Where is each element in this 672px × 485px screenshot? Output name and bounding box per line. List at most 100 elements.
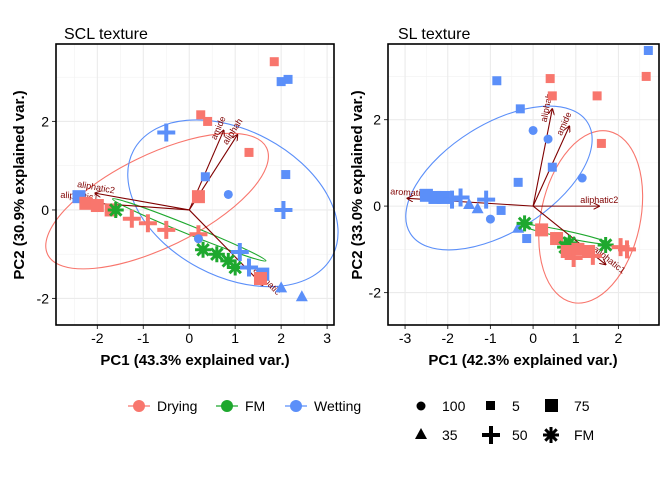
- panel-title-scl: SCL texture: [64, 26, 148, 43]
- legend-label-shape-fm: FM: [574, 427, 594, 443]
- x-tick-label: 1: [572, 330, 580, 346]
- legend-label-fm: FM: [245, 398, 265, 414]
- data-point: [220, 252, 237, 269]
- circle-icon: [416, 401, 426, 411]
- data-point: [512, 221, 525, 233]
- legend-group-fm: FM: [216, 398, 265, 414]
- points-scl: [72, 57, 308, 302]
- points-sl: [419, 45, 653, 267]
- legend-label-shape-50: 50: [512, 427, 528, 443]
- data-point: [597, 237, 614, 254]
- data-point: [477, 190, 496, 209]
- x-tick-label: -1: [137, 330, 150, 346]
- data-point: [276, 77, 286, 87]
- asterisk-icon: [543, 427, 559, 443]
- data-point: [79, 196, 93, 210]
- data-point: [283, 74, 293, 84]
- y-tick-label: -2: [369, 285, 382, 301]
- ticks-sl: -3 -2 -1 0 1 2 -2 0 2: [369, 112, 623, 346]
- data-point: [592, 91, 602, 101]
- y-tick-label: 2: [373, 112, 381, 128]
- ellipse-fm: [112, 198, 267, 262]
- data-point: [516, 215, 533, 232]
- data-point: [200, 172, 210, 182]
- legend-key-fm: [221, 400, 233, 412]
- data-point: [583, 246, 602, 265]
- legend-label-shape-75: 75: [574, 398, 590, 414]
- data-point: [641, 71, 651, 81]
- legend-label-shape-5: 5: [512, 398, 520, 414]
- data-point: [295, 290, 308, 302]
- data-point: [564, 248, 583, 267]
- loading-arrow-label: aliphatic2: [580, 195, 618, 205]
- legend-shape-5: 5: [486, 398, 520, 414]
- data-point: [138, 214, 157, 233]
- plot-background: [56, 44, 334, 325]
- y-tick-label: 0: [373, 198, 381, 214]
- triangle-icon: [415, 428, 427, 439]
- x-axis-title-scl: PC1 (43.3% explained var.): [100, 352, 289, 369]
- data-point: [561, 234, 578, 251]
- x-tick-label: -1: [484, 330, 497, 346]
- data-point: [436, 190, 450, 204]
- x-tick-label: -3: [399, 330, 412, 346]
- x-axis-title-sl: PC1 (42.3% explained var.): [428, 352, 617, 369]
- small-square-icon: [486, 401, 495, 410]
- panel-title-sl: SL texture: [398, 26, 470, 43]
- plot-background: [388, 44, 659, 325]
- legend-label-shape-100: 100: [442, 398, 466, 414]
- x-tick-label: -2: [91, 330, 104, 346]
- legend-key-wetting: [290, 400, 302, 412]
- x-tick-label: 1: [231, 330, 239, 346]
- legend-label-wetting: Wetting: [314, 398, 361, 414]
- data-point: [543, 134, 553, 144]
- data-point: [643, 45, 653, 55]
- data-point: [471, 202, 484, 214]
- y-axis-title-scl: PC2 (30.9% explained var.): [11, 90, 28, 279]
- legend-shape-fm: FM: [543, 427, 594, 443]
- data-point: [617, 240, 636, 259]
- data-point: [230, 242, 249, 261]
- data-point: [253, 272, 267, 286]
- data-point: [208, 246, 225, 263]
- loading-arrow: [532, 109, 552, 207]
- data-point: [203, 116, 213, 126]
- legend-group-wetting: Wetting: [285, 398, 361, 414]
- y-tick-label: 2: [41, 113, 49, 129]
- grid-sl: [388, 44, 659, 325]
- data-point: [463, 197, 476, 209]
- data-point: [191, 190, 205, 204]
- ellipses-scl: [45, 119, 339, 288]
- data-point: [451, 188, 470, 207]
- data-point: [239, 258, 258, 277]
- data-point: [274, 200, 293, 219]
- data-point: [545, 74, 555, 84]
- data-point: [515, 104, 525, 114]
- ellipse-wetting: [127, 119, 339, 288]
- y-tick-label: -2: [37, 290, 50, 306]
- data-point: [244, 147, 254, 157]
- data-point: [122, 209, 141, 228]
- legend-label-shape-35: 35: [442, 427, 458, 443]
- x-tick-label: 0: [529, 330, 537, 346]
- data-point: [195, 241, 212, 258]
- plus-icon: [482, 426, 500, 444]
- data-point: [223, 189, 233, 199]
- legend-shape-100: 100: [416, 398, 466, 414]
- data-point: [560, 245, 574, 259]
- ellipse-drying: [45, 132, 269, 270]
- plot-border-scl: [55, 43, 335, 326]
- loading-arrow-label: aromatic: [390, 186, 426, 198]
- data-point: [157, 220, 176, 239]
- data-point: [90, 199, 104, 213]
- data-point: [157, 123, 176, 142]
- data-point: [535, 223, 549, 237]
- data-point: [522, 234, 532, 244]
- plot-border-sl: [387, 43, 660, 326]
- legend-shape-35: 35: [415, 427, 458, 443]
- legend-group-drying: Drying: [128, 398, 197, 414]
- data-point: [196, 110, 206, 120]
- data-point: [107, 201, 124, 218]
- x-tick-label: -2: [442, 330, 455, 346]
